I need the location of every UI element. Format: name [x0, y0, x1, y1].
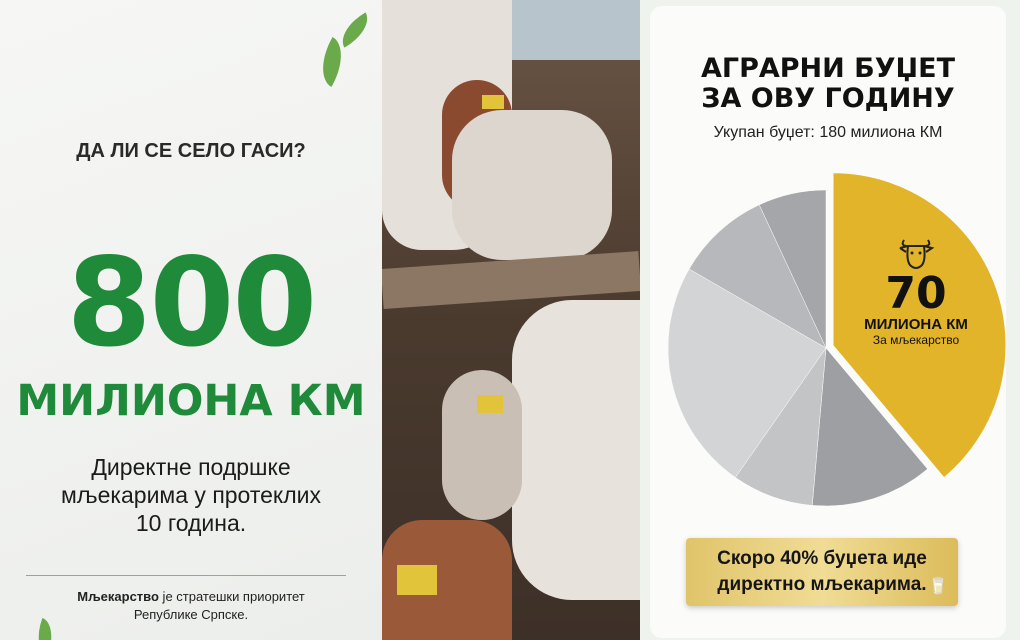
cows-photo: [382, 0, 640, 640]
title-line: ЗА ОВУ ГОДИНУ: [701, 83, 955, 114]
dairy-label: За мљекарство: [872, 333, 960, 347]
big-amount: 800: [66, 232, 318, 374]
ear-tag: [477, 395, 503, 413]
divider: [26, 575, 346, 576]
pie-slice: [758, 189, 827, 349]
dairy-unit: МИЛИОНА КМ: [864, 316, 968, 333]
title-line: АГРАРНИ БУЏЕТ: [700, 53, 956, 84]
budget-pie-chart: [667, 173, 1006, 506]
budget-title: АГРАРНИ БУЏЕТ ЗА ОВУ ГОДИНУ: [650, 54, 1006, 114]
description: Директне подршке мљекарима у протеклих 1…: [0, 453, 382, 537]
milk-carton-icon: 🥛: [928, 578, 948, 595]
dairy-value: 70: [885, 268, 947, 319]
headline-question: ДА ЛИ СЕ СЕЛО ГАСИ?: [76, 140, 306, 162]
leaf-decoration: [334, 12, 376, 48]
banner-line: Скоро 40% буџета иде: [717, 548, 927, 569]
budget-card: АГРАРНИ БУЏЕТ ЗА ОВУ ГОДИНУ Укупан буџет…: [650, 6, 1006, 638]
description-line: 10 година.: [135, 510, 247, 536]
description-line: Директне подршке: [91, 454, 291, 480]
left-panel: ДА ЛИ СЕ СЕЛО ГАСИ? 800 МИЛИОНА КМ Дирек…: [0, 0, 382, 640]
description-line: мљекарима у протеклих: [60, 482, 322, 508]
cow-icon: [899, 239, 935, 269]
dairy-slice-label: 70 МИЛИОНА КМ За мљекарство: [846, 232, 986, 347]
ear-tag: [397, 565, 437, 595]
pie-slice-dairy: [833, 173, 1006, 478]
pie-slice: [667, 268, 827, 478]
footer-text: Републике Српске.: [133, 607, 249, 622]
footer-bold: Мљекарство: [77, 589, 159, 604]
footer-note: Мљекарство је стратешки приоритет Републ…: [0, 588, 382, 624]
amount-unit: МИЛИОНА КМ: [16, 376, 366, 426]
banner-line: директно мљекарима.: [717, 574, 927, 595]
pie-slice: [688, 204, 827, 349]
summary-banner: Скоро 40% буџета иде директно мљекарима.…: [686, 538, 958, 606]
ear-tag: [482, 95, 504, 109]
footer-text: је стратешки приоритет: [158, 589, 305, 604]
pie-slice: [811, 347, 928, 506]
budget-subtitle: Укупан буџет: 180 милиона КМ: [713, 124, 943, 141]
